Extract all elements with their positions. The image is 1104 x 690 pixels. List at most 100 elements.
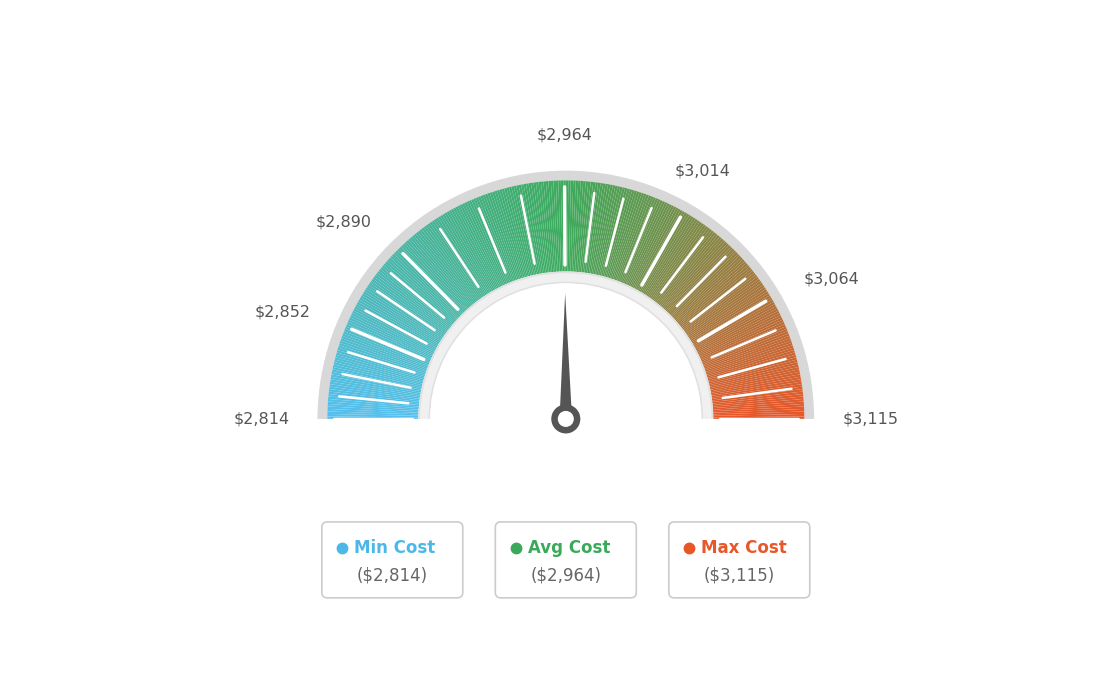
Wedge shape xyxy=(551,181,559,272)
Wedge shape xyxy=(379,269,452,327)
Wedge shape xyxy=(327,414,418,417)
Circle shape xyxy=(558,411,574,427)
Wedge shape xyxy=(640,214,689,293)
Wedge shape xyxy=(386,259,456,322)
Wedge shape xyxy=(457,205,500,288)
Wedge shape xyxy=(392,254,459,318)
Wedge shape xyxy=(346,324,431,362)
Wedge shape xyxy=(328,409,418,414)
Wedge shape xyxy=(331,372,422,391)
Wedge shape xyxy=(599,187,623,276)
Wedge shape xyxy=(670,250,736,316)
Wedge shape xyxy=(566,180,569,271)
Wedge shape xyxy=(328,406,418,413)
Wedge shape xyxy=(667,245,731,313)
Wedge shape xyxy=(604,188,630,277)
Wedge shape xyxy=(660,235,720,306)
Wedge shape xyxy=(607,190,635,278)
Wedge shape xyxy=(613,193,645,279)
Wedge shape xyxy=(598,186,620,275)
Wedge shape xyxy=(601,187,625,276)
Wedge shape xyxy=(478,196,513,282)
Wedge shape xyxy=(418,271,713,419)
Wedge shape xyxy=(622,198,658,283)
Wedge shape xyxy=(371,279,446,333)
Wedge shape xyxy=(501,188,528,277)
Wedge shape xyxy=(625,200,662,284)
Wedge shape xyxy=(482,195,516,281)
Wedge shape xyxy=(551,404,581,433)
Wedge shape xyxy=(614,194,647,280)
Wedge shape xyxy=(529,183,544,273)
Wedge shape xyxy=(578,181,588,272)
Wedge shape xyxy=(713,411,805,416)
Wedge shape xyxy=(336,353,424,380)
Wedge shape xyxy=(332,367,422,388)
Wedge shape xyxy=(665,241,728,310)
Text: ($2,964): ($2,964) xyxy=(530,566,602,584)
Wedge shape xyxy=(710,364,798,387)
Wedge shape xyxy=(649,221,702,298)
Wedge shape xyxy=(698,310,779,353)
Wedge shape xyxy=(713,414,805,417)
Wedge shape xyxy=(347,322,431,360)
Wedge shape xyxy=(533,182,548,273)
Wedge shape xyxy=(668,247,733,313)
Wedge shape xyxy=(608,190,637,278)
Wedge shape xyxy=(694,302,775,348)
Wedge shape xyxy=(654,228,710,302)
Wedge shape xyxy=(523,184,541,274)
Wedge shape xyxy=(354,306,436,351)
Wedge shape xyxy=(687,283,763,336)
Wedge shape xyxy=(509,187,532,276)
Wedge shape xyxy=(612,192,641,279)
Wedge shape xyxy=(626,201,665,285)
Wedge shape xyxy=(358,299,438,346)
Wedge shape xyxy=(535,182,549,273)
Wedge shape xyxy=(333,364,422,387)
Wedge shape xyxy=(664,240,725,309)
Wedge shape xyxy=(480,195,514,282)
Wedge shape xyxy=(403,244,466,311)
Wedge shape xyxy=(461,203,503,286)
Wedge shape xyxy=(573,181,581,272)
Wedge shape xyxy=(708,353,796,380)
Wedge shape xyxy=(630,204,672,287)
Wedge shape xyxy=(369,283,445,336)
Wedge shape xyxy=(713,406,804,413)
Wedge shape xyxy=(707,345,794,375)
Wedge shape xyxy=(353,308,435,352)
Wedge shape xyxy=(526,184,543,273)
Wedge shape xyxy=(445,213,492,292)
Wedge shape xyxy=(594,185,613,275)
Wedge shape xyxy=(709,362,798,385)
Wedge shape xyxy=(618,196,654,282)
Wedge shape xyxy=(620,197,656,282)
Wedge shape xyxy=(605,189,633,277)
Wedge shape xyxy=(359,297,439,345)
Wedge shape xyxy=(586,183,601,273)
Wedge shape xyxy=(647,220,700,297)
Wedge shape xyxy=(712,391,803,404)
Wedge shape xyxy=(343,331,428,366)
Wedge shape xyxy=(434,219,486,296)
Text: $3,064: $3,064 xyxy=(804,271,860,286)
Wedge shape xyxy=(712,397,804,406)
Wedge shape xyxy=(351,313,434,355)
Wedge shape xyxy=(443,214,491,293)
Wedge shape xyxy=(511,186,533,275)
Text: Avg Cost: Avg Cost xyxy=(528,539,611,557)
Wedge shape xyxy=(595,185,615,275)
Wedge shape xyxy=(684,277,758,333)
Wedge shape xyxy=(429,221,482,298)
Wedge shape xyxy=(519,185,538,275)
Wedge shape xyxy=(495,190,523,278)
Wedge shape xyxy=(673,255,742,319)
Wedge shape xyxy=(327,417,418,419)
Wedge shape xyxy=(424,226,479,301)
Wedge shape xyxy=(453,208,498,289)
Wedge shape xyxy=(469,200,507,284)
Wedge shape xyxy=(555,181,561,272)
Text: Min Cost: Min Cost xyxy=(354,539,436,557)
Wedge shape xyxy=(652,226,708,301)
